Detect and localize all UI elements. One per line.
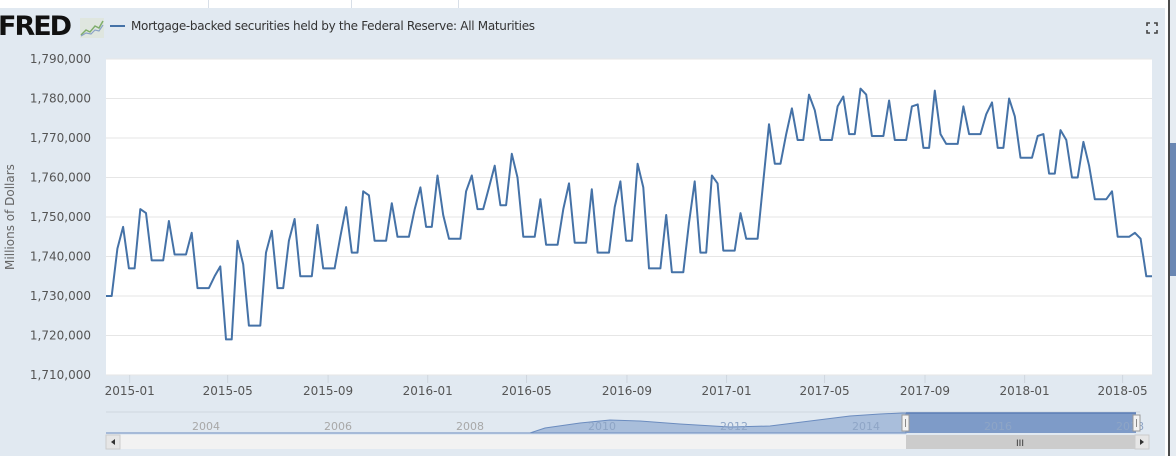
x-tick-label: 2015-01: [105, 384, 155, 398]
series-group[interactable]: [105, 87, 1153, 341]
arrow-right-icon: [1140, 439, 1144, 445]
line-chart-icon: [80, 18, 104, 38]
y-tick-label: 1,790,000: [30, 52, 91, 66]
divider: [458, 0, 459, 8]
navigator-year-label: 2016: [984, 420, 1012, 433]
fullscreen-icon[interactable]: [1146, 22, 1158, 34]
window-scrollbar[interactable]: [1168, 0, 1176, 456]
navigator-year-label: 2014: [852, 420, 880, 433]
window-edge: [1168, 0, 1170, 456]
x-tick-label: 2016-01: [403, 384, 453, 398]
navigator-handle-left[interactable]: [901, 414, 910, 432]
x-tick-label: 2017-05: [799, 384, 849, 398]
x-axis: 2015-01 2015-05 2015-09 2016-01 2016-05 2016-…: [105, 375, 1148, 398]
x-tick-label: 2016-09: [602, 384, 652, 398]
top-strip: [0, 0, 1165, 8]
divider: [208, 0, 209, 8]
scrollbar-grip: III: [1016, 439, 1024, 449]
x-tick-label: 2017-01: [702, 384, 752, 398]
navigator-handle-right[interactable]: [1132, 414, 1141, 432]
x-tick-label: 2016-05: [501, 384, 551, 398]
navigator-year-label: 2010: [588, 420, 616, 433]
y-tick-label: 1,770,000: [30, 131, 91, 145]
navigator-year-label: 2008: [456, 420, 484, 433]
y-tick-label: 1,740,000: [30, 250, 91, 264]
grid-lines: [106, 58, 1152, 376]
legend-label: Mortgage-backed securities held by the F…: [131, 19, 535, 33]
legend-swatch: [110, 25, 125, 27]
x-tick-label: 2017-09: [900, 384, 950, 398]
y-tick-label: 1,720,000: [30, 329, 91, 343]
x-tick-label: 2018-05: [1098, 384, 1148, 398]
series-line[interactable]: [106, 87, 1152, 341]
x-tick-label: 2018-01: [1000, 384, 1050, 398]
y-tick-label: 1,710,000: [30, 368, 91, 382]
fred-logo[interactable]: FRED: [0, 11, 72, 42]
divider: [351, 0, 352, 8]
arrow-left-icon: [111, 439, 115, 445]
y-tick-label: 1,780,000: [30, 92, 91, 106]
y-tick-label: 1,760,000: [30, 171, 91, 185]
x-tick-label: 2015-05: [203, 384, 253, 398]
y-axis-label: Millions of Dollars: [3, 164, 17, 270]
x-tick-label: 2015-09: [303, 384, 353, 398]
navigator-year-label: 2012: [720, 420, 748, 433]
chart-legend[interactable]: Mortgage-backed securities held by the F…: [110, 19, 535, 33]
navigator-area-outside: [106, 412, 907, 434]
scrollbar-track[interactable]: [106, 435, 1149, 449]
navigator-year-label: 2004: [192, 420, 220, 433]
y-tick-label: 1,730,000: [30, 289, 91, 303]
y-tick-label: 1,750,000: [30, 210, 91, 224]
y-axis: 1,710,000 1,720,000 1,730,000 1,740,000 1,75…: [30, 52, 91, 382]
window-scrollbar-thumb[interactable]: [1170, 143, 1176, 276]
navigator-year-label: 2006: [324, 420, 352, 433]
scrollbar-thumb[interactable]: [906, 435, 1135, 449]
navigator-selection[interactable]: [906, 413, 1136, 433]
